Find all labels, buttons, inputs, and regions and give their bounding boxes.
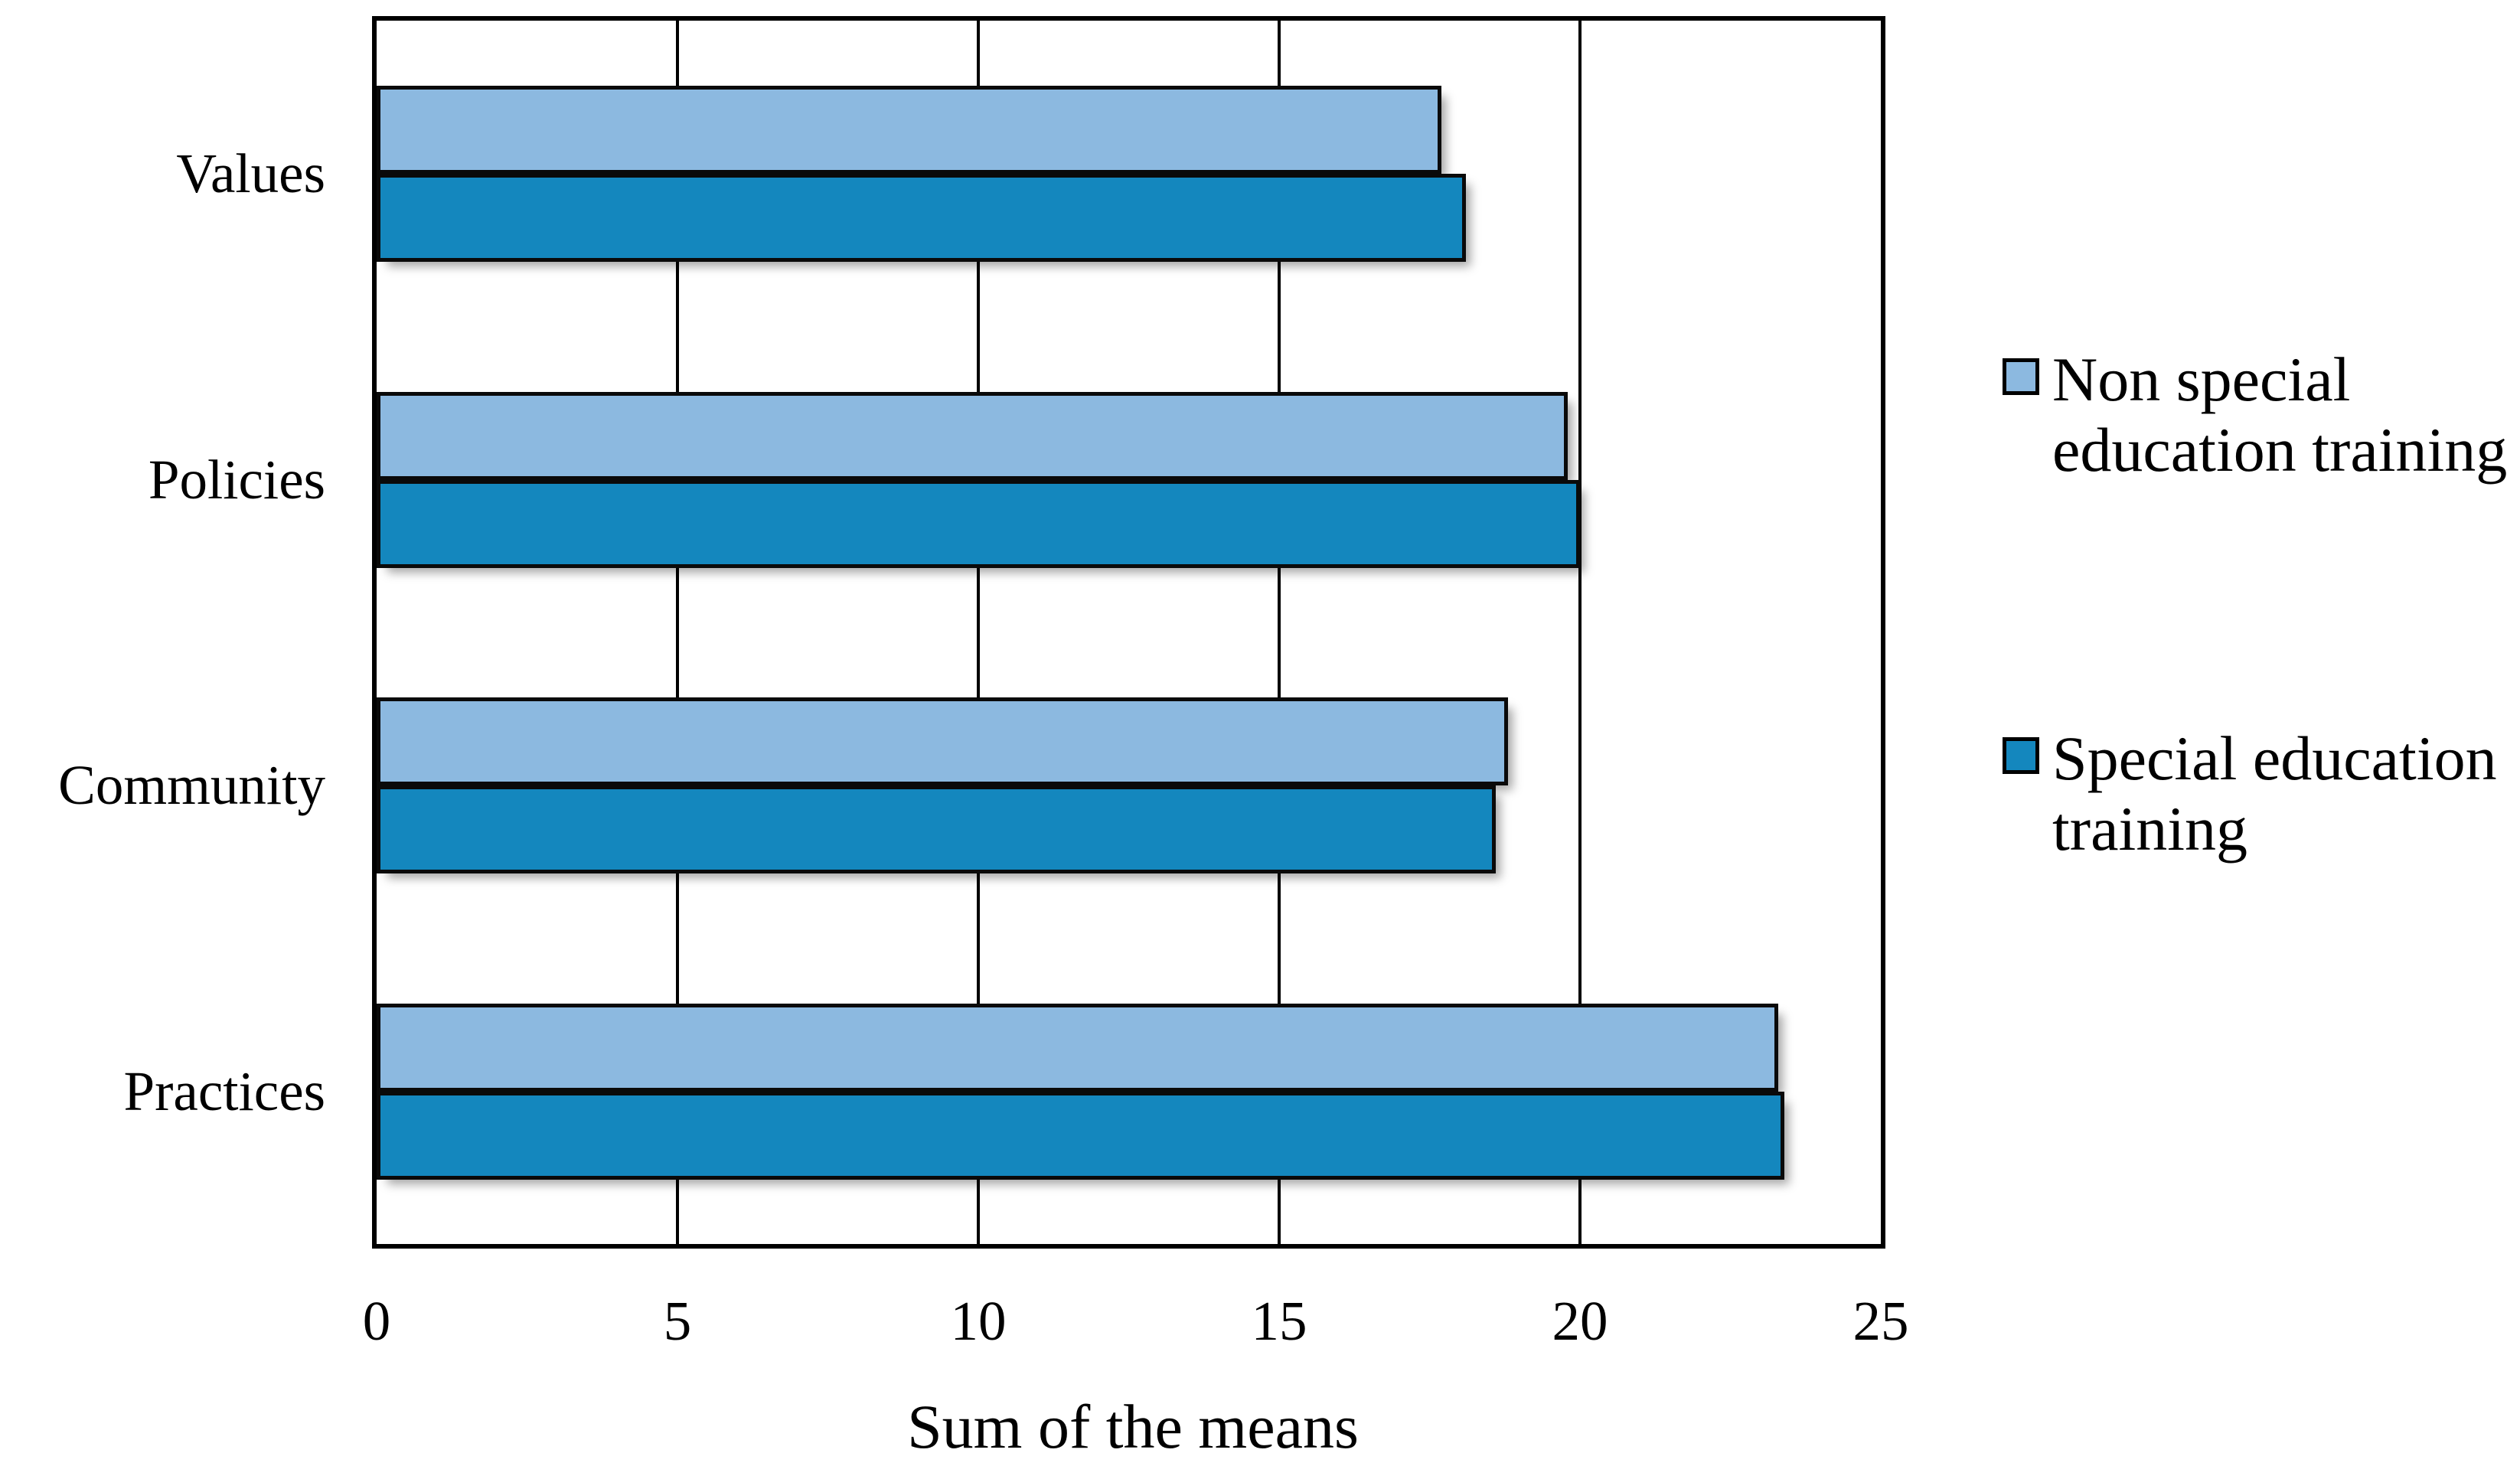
gridline-x-15 (1278, 21, 1281, 1244)
legend-item-special-education-training: Special education training (2003, 723, 2497, 864)
bar-non-special-education-training-community (377, 697, 1508, 785)
x-tick-label-5: 5 (663, 1290, 692, 1352)
bar-non-special-education-training-policies (377, 391, 1568, 480)
bar-special-education-training-practices (377, 1091, 1785, 1180)
gridline-x-5 (676, 21, 679, 1244)
legend-label-non-special-education-training: Non special education training (2052, 344, 2508, 485)
plot-area-frame (372, 16, 1885, 1249)
bar-non-special-education-training-practices (377, 1003, 1779, 1092)
x-tick-label-10: 10 (950, 1290, 1007, 1352)
category-label-policies: Policies (148, 448, 325, 511)
legend-label-special-education-training: Special education training (2052, 723, 2497, 864)
category-label-community: Community (58, 754, 325, 816)
gridline-x-20 (1578, 21, 1582, 1244)
gridline-x-10 (977, 21, 980, 1244)
plot-area (377, 21, 1881, 1244)
x-axis-title: Sum of the means (907, 1392, 1359, 1461)
bar-special-education-training-policies (377, 479, 1580, 568)
bar-special-education-training-community (377, 785, 1496, 873)
category-label-practices: Practices (123, 1060, 325, 1122)
x-tick-label-20: 20 (1552, 1290, 1608, 1352)
legend-item-non-special-education-training: Non special education training (2003, 344, 2507, 485)
legend-swatch-special-education-training (2003, 737, 2039, 774)
x-tick-label-0: 0 (362, 1290, 391, 1352)
legend-swatch-non-special-education-training (2003, 358, 2039, 395)
bar-special-education-training-values (377, 174, 1466, 262)
category-label-values: Values (176, 142, 325, 204)
bar-non-special-education-training-values (377, 86, 1442, 174)
x-tick-label-15: 15 (1251, 1290, 1307, 1352)
x-tick-label-25: 25 (1852, 1290, 1909, 1352)
